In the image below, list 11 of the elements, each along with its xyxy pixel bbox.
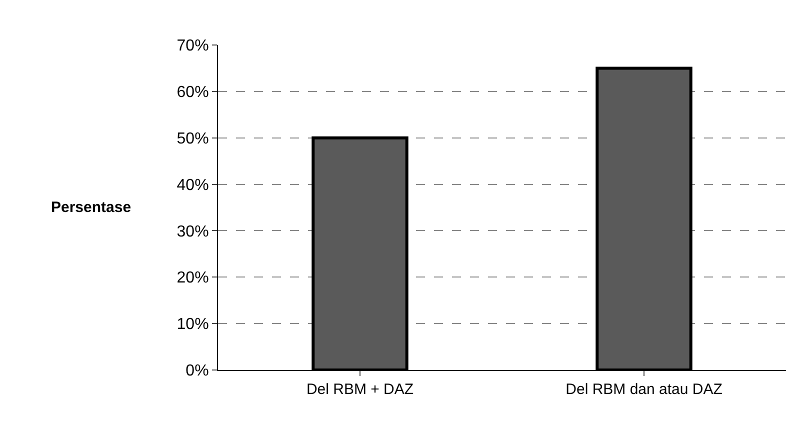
y-tick-label: 40% [176,176,209,194]
y-tick-label: 60% [176,84,209,102]
y-tick-label: 70% [176,38,209,55]
y-tick-label: 20% [176,270,209,287]
y-tick-label: 30% [176,223,209,240]
y-axis-title: Persentase [51,199,132,216]
x-tick-label: Del RBM dan atau DAZ [566,381,722,398]
y-tick-label: 10% [176,316,209,334]
x-tick-label: Del RBM + DAZ [306,381,414,398]
y-tick-label: 50% [176,130,209,148]
y-tick-label: 0% [186,362,209,380]
